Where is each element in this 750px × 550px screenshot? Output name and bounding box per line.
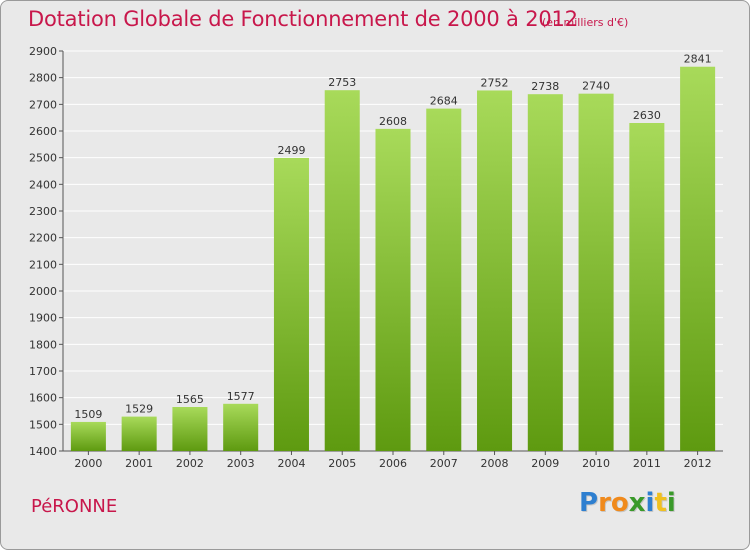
bar xyxy=(629,123,665,451)
data-label: 1577 xyxy=(227,390,255,403)
y-tick-label: 2400 xyxy=(29,178,57,191)
bar xyxy=(578,93,614,452)
data-label: 2738 xyxy=(531,80,559,93)
x-tick-label: 2011 xyxy=(633,457,661,470)
x-tick-label: 2004 xyxy=(277,457,305,470)
x-tick-label: 2010 xyxy=(582,457,610,470)
data-label: 2752 xyxy=(481,76,509,89)
y-tick-label: 2100 xyxy=(29,258,57,271)
bar xyxy=(121,416,157,451)
data-label: 2740 xyxy=(582,80,610,93)
logo-letter: P xyxy=(579,488,599,518)
logo-letter: i xyxy=(666,488,676,518)
x-tick-label: 2003 xyxy=(227,457,255,470)
bar xyxy=(375,128,411,451)
x-tick-label: 2005 xyxy=(328,457,356,470)
x-tick-label: 2002 xyxy=(176,457,204,470)
x-tick-label: 2009 xyxy=(531,457,559,470)
y-tick-label: 2600 xyxy=(29,125,57,138)
bar xyxy=(273,157,309,451)
y-tick-label: 1600 xyxy=(29,392,57,405)
logo-letter: o xyxy=(610,488,629,518)
bar xyxy=(172,407,208,451)
y-tick-label: 2900 xyxy=(29,45,57,58)
x-tick-label: 2007 xyxy=(430,457,458,470)
bar xyxy=(680,66,716,451)
y-tick-label: 1800 xyxy=(29,338,57,351)
data-label: 1565 xyxy=(176,393,204,406)
y-tick-label: 2300 xyxy=(29,205,57,218)
y-tick-label: 2800 xyxy=(29,72,57,85)
x-tick-label: 2000 xyxy=(74,457,102,470)
data-label: 1509 xyxy=(74,408,102,421)
logo-letter: t xyxy=(654,488,667,518)
data-label: 2684 xyxy=(430,95,458,108)
logo-letter: r xyxy=(598,488,611,518)
bar xyxy=(477,90,513,451)
logo-letter: i xyxy=(645,488,655,518)
bar xyxy=(324,90,360,451)
data-label: 1529 xyxy=(125,403,153,416)
y-tick-label: 2200 xyxy=(29,232,57,245)
x-tick-label: 2008 xyxy=(481,457,509,470)
data-labels: 1509 1529 1565 1577 2499 2753 2608 2684 2752 2738… xyxy=(74,53,711,421)
y-tick-label: 1400 xyxy=(29,445,57,458)
city-name: PéRONNE xyxy=(31,496,118,517)
data-label: 2608 xyxy=(379,115,407,128)
y-tick-label: 1900 xyxy=(29,312,57,325)
chart-subtitle: (en milliers d'€) xyxy=(542,16,629,29)
bar xyxy=(70,421,106,451)
bars xyxy=(70,66,716,452)
y-tick-label: 2700 xyxy=(29,98,57,111)
bar xyxy=(527,94,563,451)
x-tick-label: 2001 xyxy=(125,457,153,470)
data-label: 2499 xyxy=(277,144,305,157)
logo-letter: x xyxy=(628,488,646,518)
proxiti-logo[interactable]: Proxiti xyxy=(579,488,676,518)
x-tick-label: 2006 xyxy=(379,457,407,470)
data-label: 2841 xyxy=(684,53,712,66)
data-label: 2753 xyxy=(328,76,356,89)
bar xyxy=(426,108,462,451)
x-tick-label: 2012 xyxy=(684,457,712,470)
chart-title: Dotation Globale de Fonctionnement de 20… xyxy=(28,7,578,31)
y-tick-label: 2500 xyxy=(29,152,57,165)
bar xyxy=(223,403,259,451)
y-tick-label: 2000 xyxy=(29,285,57,298)
y-tick-label: 1700 xyxy=(29,365,57,378)
y-tick-label: 1500 xyxy=(29,418,57,431)
data-label: 2630 xyxy=(633,109,661,122)
